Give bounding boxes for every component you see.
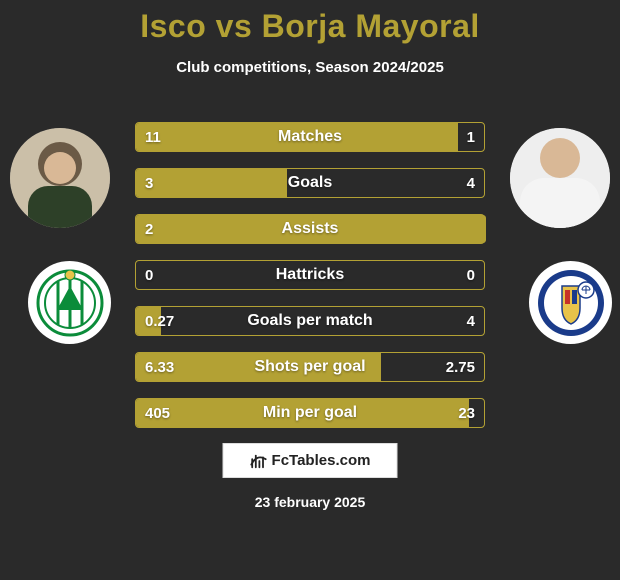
stats-bars-container: 111Matches 34Goals 2Assists 00Hattricks 0.27… (135, 122, 485, 444)
stat-row: 40523Min per goal (135, 398, 485, 428)
avatar-placeholder-icon (510, 128, 610, 228)
stat-row: 111Matches (135, 122, 485, 152)
stat-label: Assists (135, 214, 485, 244)
player-left-avatar (10, 128, 110, 228)
stat-label: Min per goal (135, 398, 485, 428)
betis-crest-icon (35, 268, 105, 338)
stat-label: Hattricks (135, 260, 485, 290)
page-title: Isco vs Borja Mayoral (0, 0, 620, 45)
brand-label: FcTables.com (272, 452, 371, 469)
subtitle: Club competitions, Season 2024/2025 (0, 59, 620, 76)
fctables-logo-icon (250, 452, 268, 470)
stat-label: Goals per match (135, 306, 485, 336)
getafe-crest-icon (536, 268, 606, 338)
club-right-crest (529, 261, 612, 344)
stat-row: 34Goals (135, 168, 485, 198)
stat-row: 0.274Goals per match (135, 306, 485, 336)
club-left-crest (28, 261, 111, 344)
stat-label: Goals (135, 168, 485, 198)
stat-row: 00Hattricks (135, 260, 485, 290)
stat-row: 2Assists (135, 214, 485, 244)
player-right-avatar (510, 128, 610, 228)
stat-label: Shots per goal (135, 352, 485, 382)
date-label: 23 february 2025 (0, 494, 620, 510)
avatar-placeholder-icon (10, 128, 110, 228)
stat-row: 6.332.75Shots per goal (135, 352, 485, 382)
stat-label: Matches (135, 122, 485, 152)
brand-badge[interactable]: FcTables.com (223, 443, 398, 478)
